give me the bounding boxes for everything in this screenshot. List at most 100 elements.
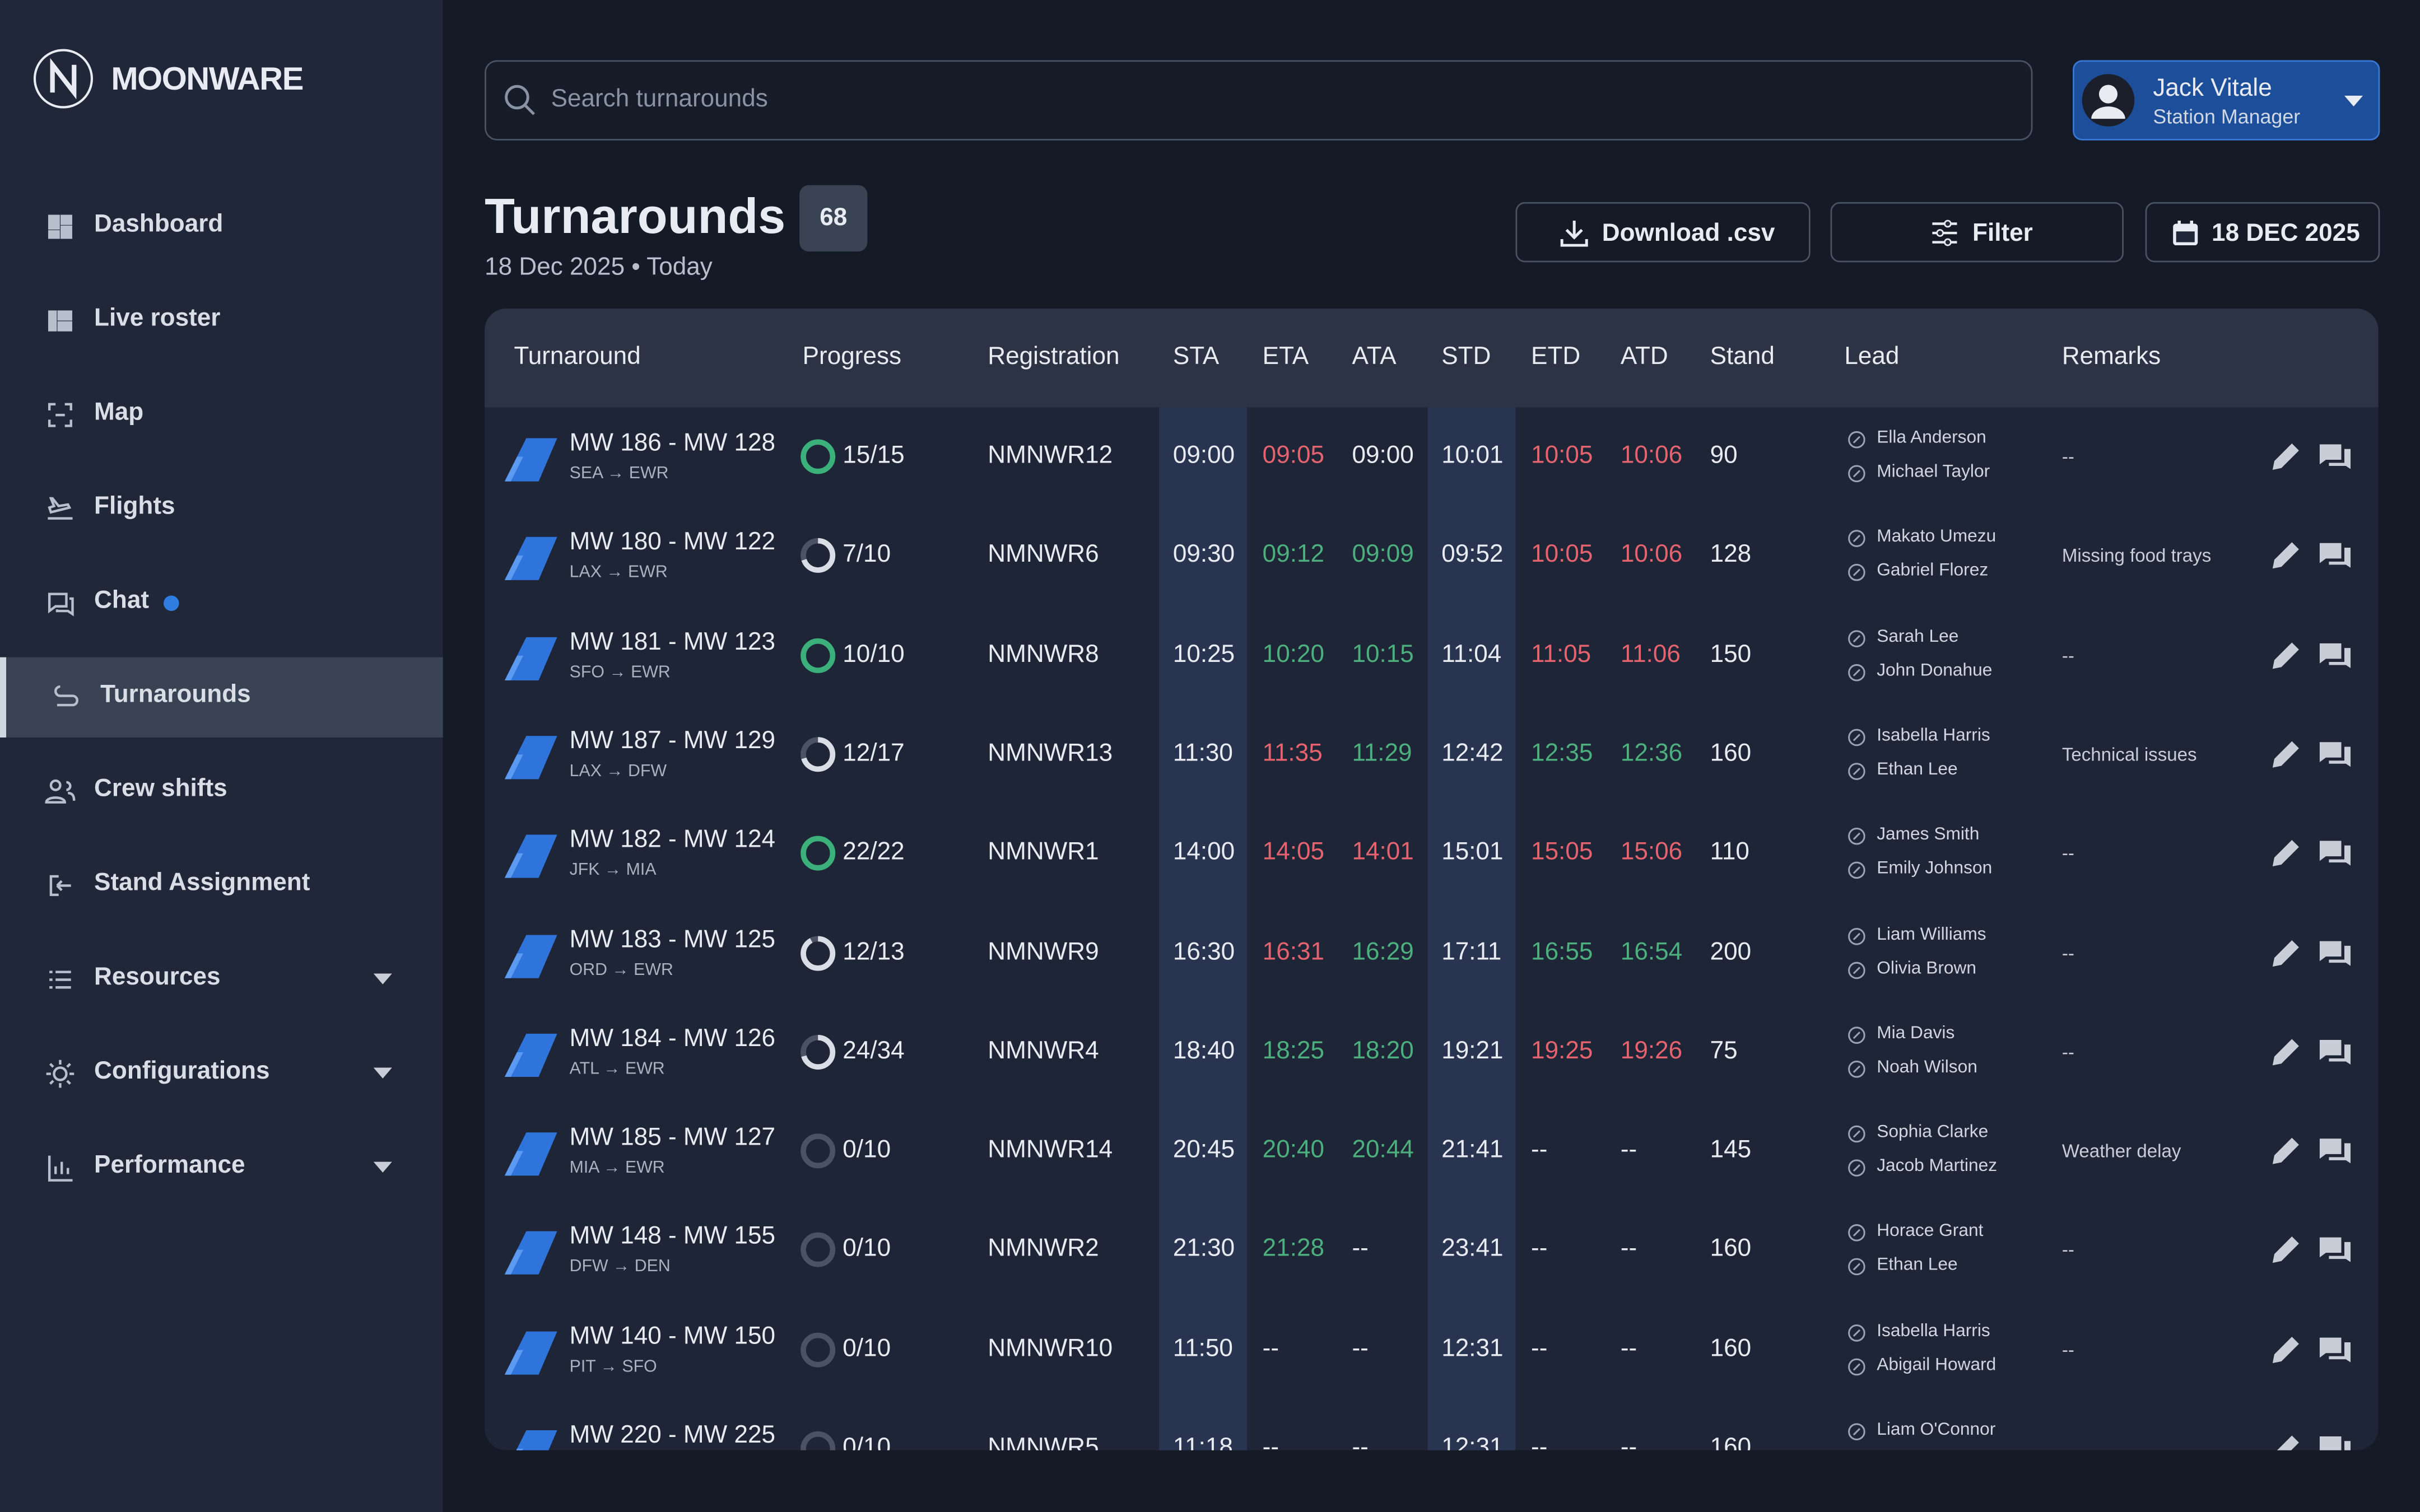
column-header: Lead: [1844, 344, 1900, 371]
registration: NMNWR10: [988, 1336, 1113, 1362]
edit-button[interactable]: [2270, 1037, 2301, 1067]
lead-status-icon: [1848, 663, 1865, 681]
turnaround-id: MW 186 - MW 128: [569, 430, 776, 457]
comments-button[interactable]: [2318, 1037, 2352, 1067]
icon-shape: [1848, 465, 1865, 483]
nav-icon: [48, 592, 74, 617]
edit-button[interactable]: [2270, 640, 2301, 670]
avatar: [2082, 74, 2135, 127]
ring-track: [801, 1431, 836, 1450]
filter-button[interactable]: Filter: [1830, 202, 2124, 263]
edit-button[interactable]: [2270, 540, 2301, 571]
lead-name: Isabella Harris: [1877, 726, 1990, 745]
search-box[interactable]: Search turnarounds: [485, 60, 2033, 141]
progress: 12/13: [843, 939, 905, 965]
icon-shape: [1848, 1423, 1865, 1441]
nav-item[interactable]: Live roster: [0, 281, 443, 361]
comments-button[interactable]: [2318, 1136, 2352, 1166]
std-column-highlight: [1427, 407, 1516, 1450]
comments-button[interactable]: [2318, 1235, 2352, 1266]
std-time: 15:01: [1441, 839, 1504, 866]
edit-button[interactable]: [2270, 739, 2301, 769]
icon-shape: [2329, 1143, 2351, 1164]
edit-button[interactable]: [2270, 937, 2301, 968]
user-menu[interactable]: Jack Vitale Station Manager: [2073, 60, 2380, 141]
nav-label: Resources: [94, 964, 221, 991]
icon-shape: [2319, 1337, 2342, 1357]
route: PIT → SFO: [569, 1357, 657, 1376]
comments-button[interactable]: [2318, 441, 2352, 472]
column-header: Stand: [1710, 344, 1775, 371]
comments-button[interactable]: [2318, 640, 2352, 670]
comments-button[interactable]: [2318, 937, 2352, 968]
comments-button[interactable]: [2318, 838, 2352, 869]
filter-icon: [1932, 220, 1957, 246]
tail-shape: [516, 1430, 557, 1450]
edit-button[interactable]: [2270, 1433, 2301, 1450]
icon-shape: [1853, 634, 1860, 642]
download-button[interactable]: Download .csv: [1515, 202, 1811, 263]
eta-time: 20:40: [1262, 1137, 1325, 1164]
sta-time: 11:30: [1172, 740, 1233, 767]
nav-item[interactable]: Configurations: [0, 1034, 443, 1114]
dropdown-caret: [373, 1161, 392, 1173]
progress-ring: [801, 1034, 836, 1070]
atd-time: 12:36: [1620, 740, 1683, 767]
tail-stripe: [504, 1349, 523, 1374]
route: JFK → MIA: [569, 861, 657, 880]
sta-time: 11:18: [1172, 1435, 1233, 1450]
edit-button[interactable]: [2270, 1235, 2301, 1266]
nav-item[interactable]: Crew shifts: [0, 752, 443, 832]
etd-time: 10:05: [1531, 542, 1593, 568]
icon-shape: [1848, 1225, 1865, 1242]
nav-item[interactable]: Turnarounds: [0, 657, 443, 738]
tail-shape: [504, 934, 557, 978]
turnaround-table: Turnaround Progress Registration STA ETA ATA S…: [485, 309, 2379, 1450]
edit-button[interactable]: [2270, 838, 2301, 869]
comments-button[interactable]: [2318, 1334, 2352, 1365]
button-label: Download .csv: [1602, 220, 1775, 247]
turnaround-id: MW 180 - MW 122: [569, 529, 776, 556]
nav-item[interactable]: Map: [0, 375, 443, 455]
date-button[interactable]: 18 DEC 2025: [2145, 202, 2380, 263]
ring-track: [801, 1233, 836, 1268]
icon-shape: [49, 875, 71, 897]
edit-button[interactable]: [2270, 1334, 2301, 1365]
icon-shape: [2319, 1138, 2342, 1159]
edit-button[interactable]: [2270, 441, 2301, 472]
nav-icon: [48, 214, 72, 239]
eta-time: 11:35: [1262, 740, 1323, 767]
table-row: MW 183 - MW 125 ORD → EWR 12/13 NMNWR9 16:30…: [485, 903, 2379, 1002]
icon-shape: [1848, 961, 1865, 978]
column-header: ETD: [1531, 344, 1581, 371]
tail-stripe: [516, 1449, 523, 1450]
icon-shape: [1848, 828, 1865, 846]
sidebar: MOONWARE Dashboard Live roster Map Flights C…: [0, 0, 443, 1512]
lead-name: Ethan Lee: [1877, 760, 1958, 780]
comments-button[interactable]: [2318, 1433, 2352, 1450]
progress: 10/10: [843, 641, 905, 668]
nav-item[interactable]: Stand Assignment: [0, 846, 443, 926]
etd-time: 10:05: [1531, 442, 1593, 469]
nav-item[interactable]: Dashboard: [0, 186, 443, 267]
remarks: --: [2061, 941, 2074, 964]
comments-button[interactable]: [2318, 540, 2352, 571]
edit-button[interactable]: [2270, 1136, 2301, 1166]
nav-item[interactable]: Flights: [0, 469, 443, 549]
nav-item[interactable]: Resources: [0, 940, 443, 1020]
comments-button[interactable]: [2318, 739, 2352, 769]
button-label: 18 DEC 2025: [2212, 220, 2360, 247]
icon-shape: [1853, 1362, 1860, 1370]
nav-item[interactable]: Performance: [0, 1128, 443, 1208]
lead-name: Sarah Lee: [1877, 627, 1959, 646]
atd-time: 10:06: [1620, 442, 1683, 469]
icon-shape: [2319, 940, 2342, 961]
icon-shape: [1853, 1328, 1860, 1337]
icon-shape: [48, 497, 73, 520]
nav-item[interactable]: Chat: [0, 563, 443, 643]
lead-status-icon: [1848, 1026, 1865, 1044]
lead-status-icon: [1848, 530, 1865, 548]
icon-shape: [2319, 741, 2342, 762]
table-row: MW 187 - MW 129 LAX → DFW 12/17 NMNWR13 11:3…: [485, 705, 2379, 804]
remarks: Weather delay: [2061, 1140, 2181, 1162]
